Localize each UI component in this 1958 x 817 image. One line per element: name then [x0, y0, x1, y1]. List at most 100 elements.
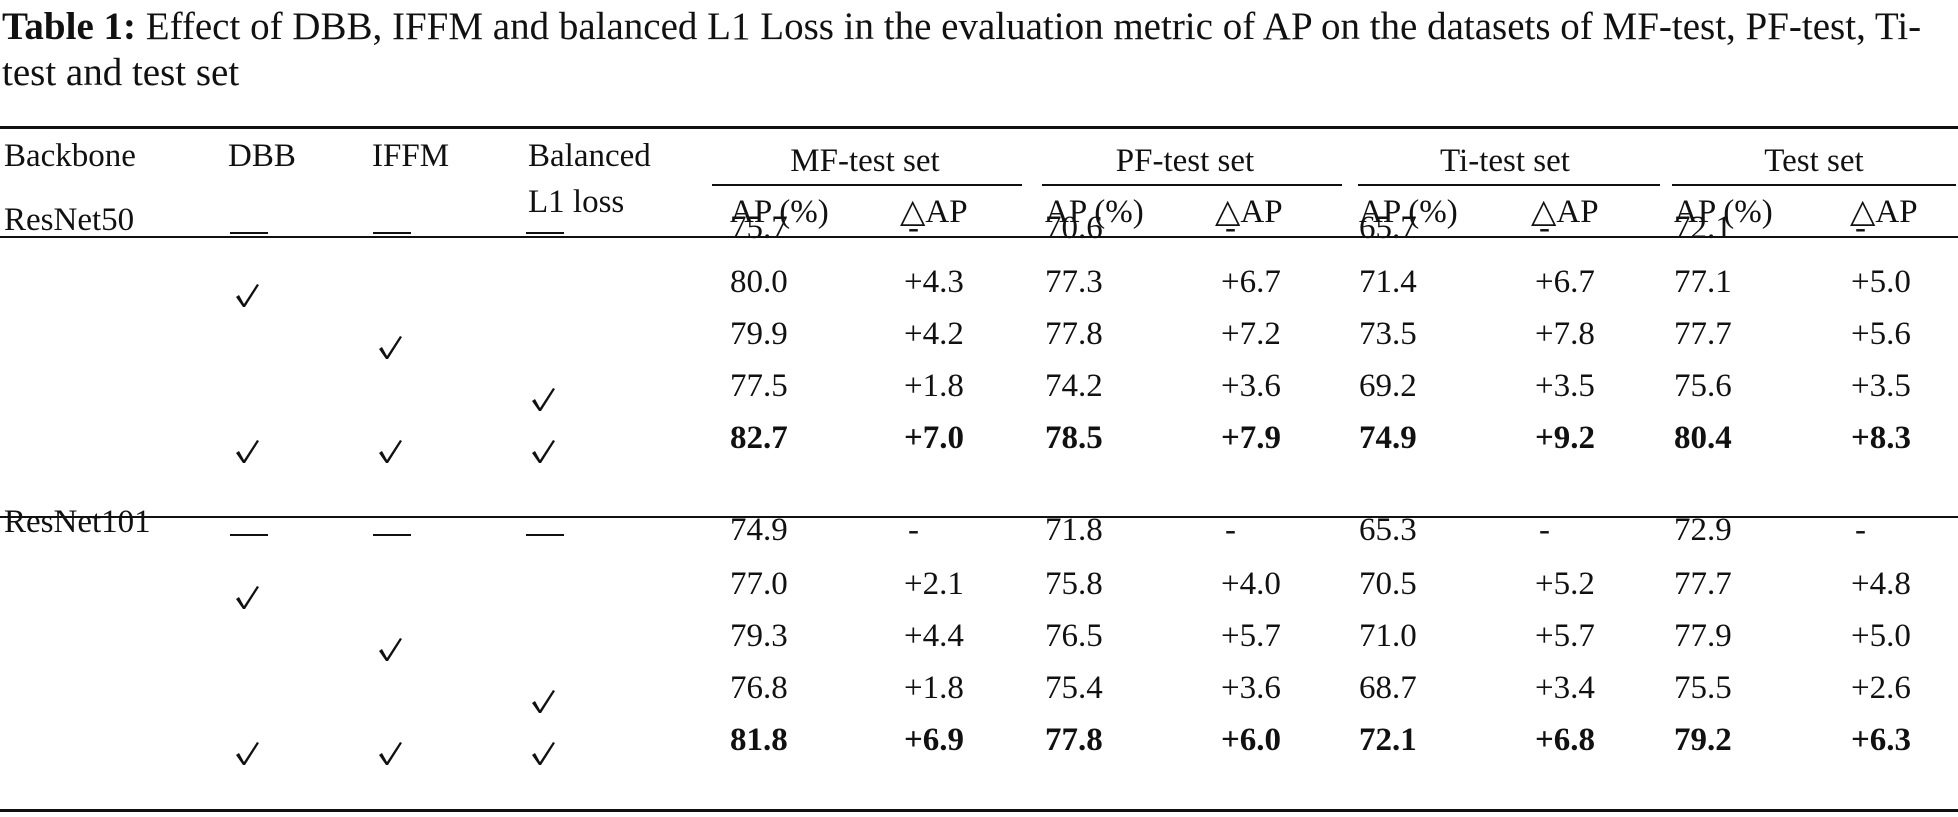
ap-cell: 71.0 [1359, 618, 1417, 654]
ap-cell: 72.9 [1674, 512, 1732, 548]
dbb-checkmark-icon [236, 284, 259, 307]
ap-cell: 80.4 [1674, 420, 1732, 456]
delta-ap-cell: - [1539, 210, 1550, 246]
group-rule-mf-test [712, 184, 1022, 186]
dbb-dash [230, 534, 268, 536]
ap-cell: 80.0 [730, 264, 788, 300]
ap-cell: 79.9 [730, 316, 788, 352]
iffm-checkmark-icon [379, 742, 402, 765]
ap-cell: 77.1 [1674, 264, 1732, 300]
ap-cell: 69.2 [1359, 368, 1417, 404]
delta-ap-cell: +5.6 [1851, 316, 1911, 352]
delta-ap-cell: +7.2 [1221, 316, 1281, 352]
ap-cell: 70.6 [1045, 210, 1103, 246]
ap-cell: 77.5 [730, 368, 788, 404]
ap-cell: 72.1 [1359, 722, 1417, 758]
table-caption: Table 1: Effect of DBB, IFFM and balance… [2, 4, 1952, 96]
ap-cell: 71.8 [1045, 512, 1103, 548]
delta-ap-cell: - [1855, 512, 1866, 548]
subheader-ap-ti: AP (%) [1359, 194, 1458, 230]
delta-ap-cell: +6.0 [1221, 722, 1282, 758]
delta-ap-cell: +4.3 [904, 264, 964, 300]
bl1-dash [526, 232, 564, 234]
subheader-ap-mf: AP (%) [730, 194, 829, 230]
iffm-checkmark-icon [379, 440, 402, 463]
bl1-checkmark-icon [532, 690, 555, 713]
ap-cell: 77.8 [1045, 722, 1103, 758]
iffm-dash [373, 534, 411, 536]
bl1-checkmark-icon [532, 388, 555, 411]
dbb-checkmark-icon [236, 742, 259, 765]
delta-ap-cell: +4.0 [1221, 566, 1281, 602]
group-rule-test [1672, 184, 1956, 186]
dbb-checkmark-icon [236, 440, 259, 463]
delta-ap-cell: - [908, 512, 919, 548]
delta-ap-cell: +5.7 [1221, 618, 1281, 654]
ap-cell: 70.5 [1359, 566, 1417, 602]
delta-ap-cell: +3.4 [1535, 670, 1595, 706]
delta-ap-cell: +7.8 [1535, 316, 1595, 352]
delta-ap-cell: +6.8 [1535, 722, 1596, 758]
group-header-test: Test set [1764, 143, 1864, 179]
ap-cell: 81.8 [730, 722, 788, 758]
ap-cell: 75.4 [1045, 670, 1103, 706]
ap-cell: 75.7 [730, 210, 788, 246]
ap-cell: 76.5 [1045, 618, 1103, 654]
group-rule-pf-test [1042, 184, 1342, 186]
delta-ap-cell: - [1225, 512, 1236, 548]
ap-cell: 75.6 [1674, 368, 1732, 404]
ap-cell: 77.3 [1045, 264, 1103, 300]
ap-cell: 77.7 [1674, 316, 1732, 352]
ap-cell: 75.8 [1045, 566, 1103, 602]
delta-ap-cell: +8.3 [1851, 420, 1912, 456]
group-separator-rule [0, 516, 1958, 518]
ap-cell: 74.9 [730, 512, 788, 548]
ap-cell: 79.3 [730, 618, 788, 654]
ap-cell: 65.7 [1359, 210, 1417, 246]
iffm-dash [373, 232, 411, 234]
bl1-checkmark-icon [532, 440, 555, 463]
ap-cell: 77.0 [730, 566, 788, 602]
delta-ap-cell: +5.2 [1535, 566, 1595, 602]
header-balanced: Balanced [528, 138, 651, 174]
delta-ap-cell: +5.0 [1851, 264, 1911, 300]
ap-cell: 68.7 [1359, 670, 1417, 706]
delta-ap-cell: - [908, 210, 919, 246]
bottom-rule [0, 809, 1958, 812]
iffm-checkmark-icon [379, 336, 402, 359]
delta-ap-cell: +5.0 [1851, 618, 1911, 654]
ap-cell: 74.9 [1359, 420, 1417, 456]
delta-ap-cell: +6.7 [1221, 264, 1281, 300]
ap-cell: 77.9 [1674, 618, 1732, 654]
delta-ap-cell: +4.2 [904, 316, 964, 352]
header-dbb: DBB [228, 138, 296, 174]
subheader-delta-ap-ti: △AP [1531, 194, 1599, 230]
ap-cell: 77.8 [1045, 316, 1103, 352]
group-header-pf-test: PF-test set [1115, 143, 1255, 179]
delta-ap-cell: +3.5 [1535, 368, 1595, 404]
delta-ap-cell: +6.7 [1535, 264, 1595, 300]
top-rule [0, 126, 1958, 129]
ap-cell: 78.5 [1045, 420, 1103, 456]
delta-ap-cell: +1.8 [904, 368, 964, 404]
caption-text: Effect of DBB, IFFM and balanced L1 Loss… [2, 5, 1922, 94]
ap-cell: 71.4 [1359, 264, 1417, 300]
dbb-checkmark-icon [236, 586, 259, 609]
ap-cell: 65.3 [1359, 512, 1417, 548]
delta-ap-cell: +1.8 [904, 670, 964, 706]
delta-ap-cell: +7.9 [1221, 420, 1282, 456]
header-l1-loss: L1 loss [528, 184, 625, 220]
caption-label: Table 1: [2, 5, 137, 48]
ap-cell: 74.2 [1045, 368, 1103, 404]
delta-ap-cell: +7.0 [904, 420, 965, 456]
subheader-delta-ap-test: △AP [1850, 194, 1918, 230]
delta-ap-cell: +6.9 [904, 722, 965, 758]
iffm-checkmark-icon [379, 638, 402, 661]
ap-cell: 76.8 [730, 670, 788, 706]
delta-ap-cell: - [1225, 210, 1236, 246]
bl1-checkmark-icon [532, 742, 555, 765]
ap-cell: 75.5 [1674, 670, 1732, 706]
header-iffm: IFFM [372, 138, 450, 174]
group-header-mf-test: MF-test set [790, 143, 940, 179]
delta-ap-cell: +3.6 [1221, 670, 1281, 706]
